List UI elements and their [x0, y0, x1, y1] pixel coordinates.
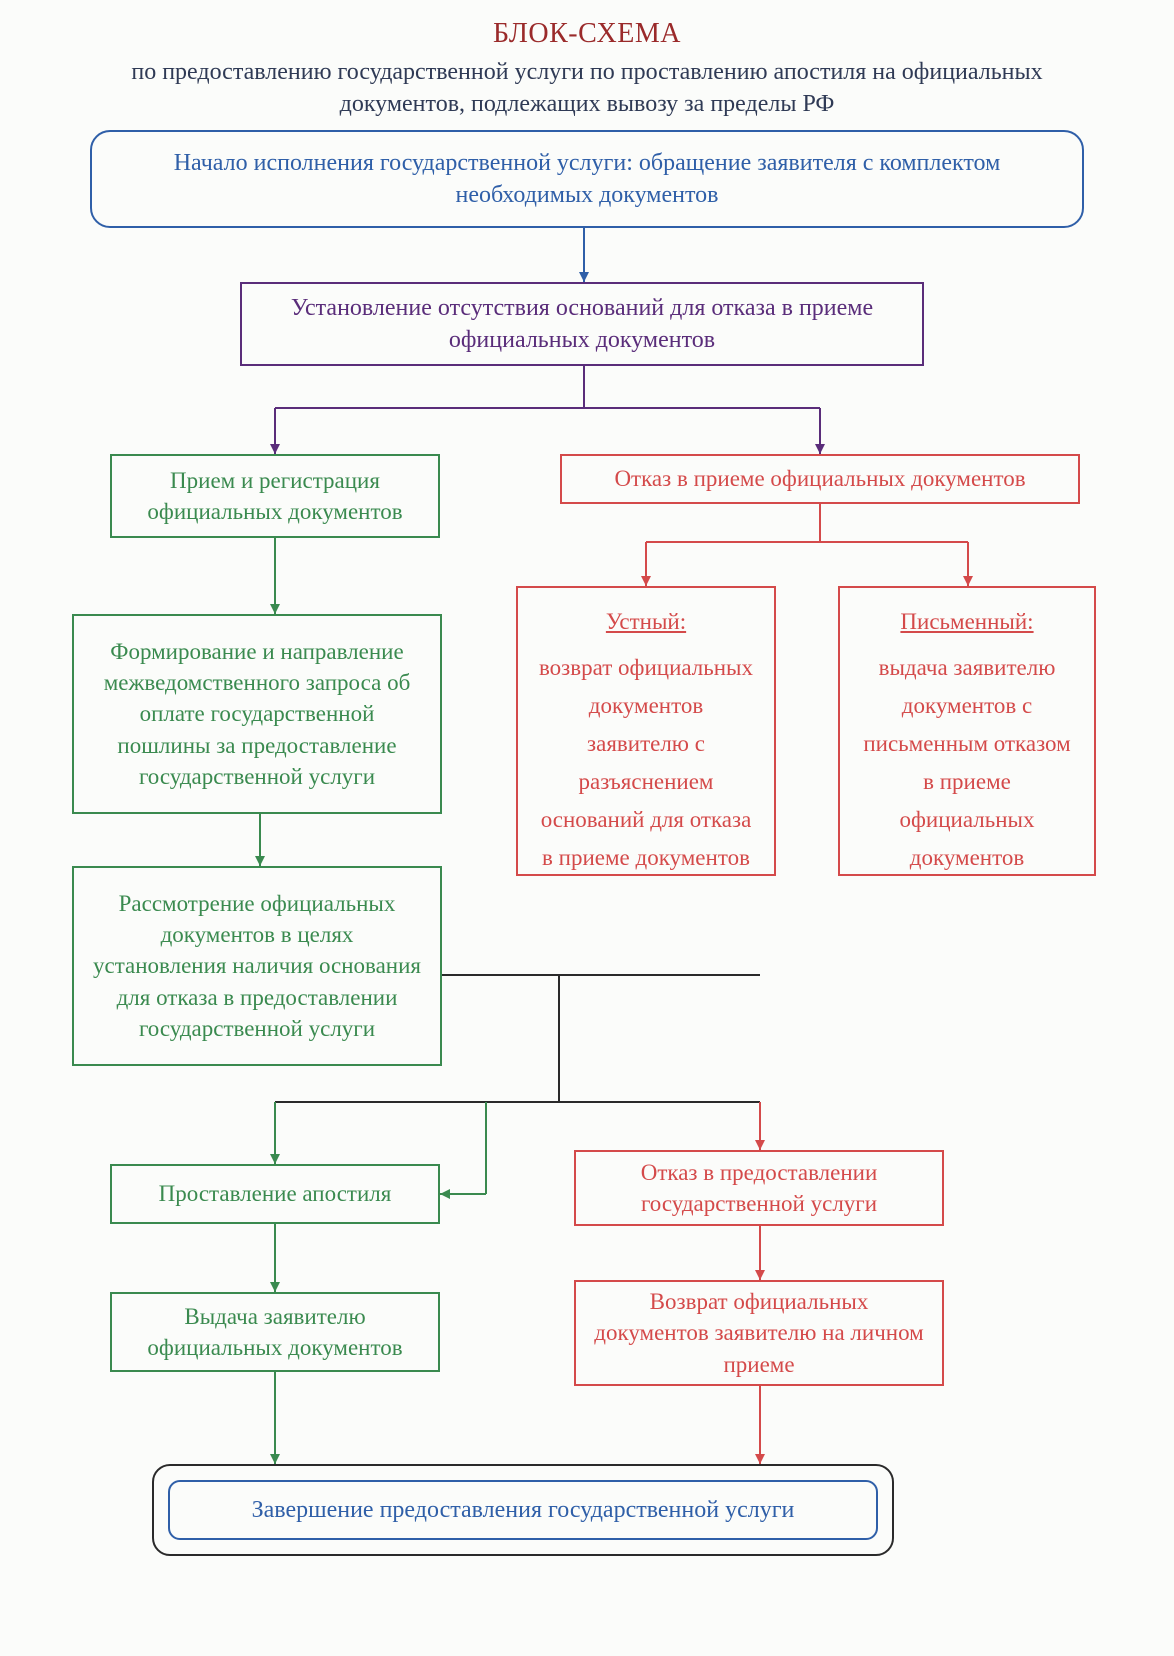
node-start: Начало исполнения государственной услуги… — [90, 130, 1084, 228]
node-end: Завершение предоставления государственно… — [168, 1480, 878, 1540]
diagram-title: БЛОК-СХЕМА — [0, 18, 1174, 50]
node-written-text: выдача заявителю документов с письменным… — [858, 649, 1076, 877]
node-reject: Отказ в приеме официальных документов — [560, 454, 1080, 504]
node-check: Установление отсутствия оснований для от… — [240, 282, 924, 366]
node-query: Формирование и направление межведомствен… — [72, 614, 442, 814]
node-written: Письменный: выдача заявителю документов … — [838, 586, 1096, 876]
node-accept: Прием и регистрация официальных документ… — [110, 454, 440, 538]
diagram-subtitle: по предоставлению государственной услуги… — [80, 56, 1094, 121]
node-oral: Устный: возврат официальных документов з… — [516, 586, 776, 876]
node-denial: Отказ в предоставлении государственной у… — [574, 1150, 944, 1226]
node-oral-text: возврат официальных документов заявителю… — [536, 649, 756, 877]
node-apostille: Проставление апостиля — [110, 1164, 440, 1224]
node-review: Рассмотрение официальных документов в це… — [72, 866, 442, 1066]
node-issue: Выдача заявителю официальных документов — [110, 1292, 440, 1372]
node-return: Возврат официальных документов заявителю… — [574, 1280, 944, 1386]
node-written-title: Письменный: — [900, 606, 1033, 637]
node-oral-title: Устный: — [606, 606, 686, 637]
